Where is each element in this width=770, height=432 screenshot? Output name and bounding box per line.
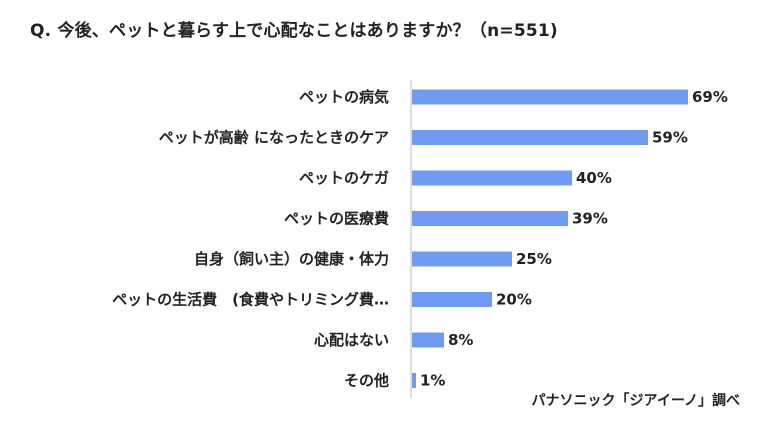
bar <box>412 130 648 145</box>
value-label: 69% <box>692 88 728 106</box>
chart-title: Q. 今後、ペットと暮らす上で心配なことはありますか？（n=551) <box>30 21 558 41</box>
value-label: 1% <box>420 372 445 390</box>
bar <box>412 292 492 307</box>
category-label: ペットの生活費 (食費やトリミング費… <box>112 291 389 309</box>
category-label: ペットのケガ <box>299 169 389 187</box>
bar <box>412 373 416 388</box>
category-label: 心配はない <box>314 331 389 349</box>
value-label: 25% <box>516 250 552 268</box>
category-label: その他 <box>344 372 389 390</box>
bars-group: ペットの病気 69% ペットが高齢 になったときのケア 59% ペットのケガ 40% ペット… <box>112 88 728 390</box>
bar <box>412 251 512 267</box>
bar <box>412 211 568 226</box>
category-label: 自身（飼い主）の健康・体力 <box>194 250 389 268</box>
value-label: 59% <box>652 129 688 147</box>
value-label: 39% <box>572 210 608 228</box>
source-note: パナソニック「ジアイーノ」調べ <box>531 393 740 409</box>
value-label: 8% <box>448 331 473 349</box>
bar <box>412 170 572 186</box>
value-label: 40% <box>576 169 612 187</box>
category-label: ペットが高齢 になったときのケア <box>159 129 389 147</box>
bar <box>412 332 444 348</box>
value-label: 20% <box>496 291 532 309</box>
category-label: ペットの病気 <box>299 88 389 106</box>
bar <box>412 89 688 105</box>
category-label: ペットの医療費 <box>284 210 389 228</box>
